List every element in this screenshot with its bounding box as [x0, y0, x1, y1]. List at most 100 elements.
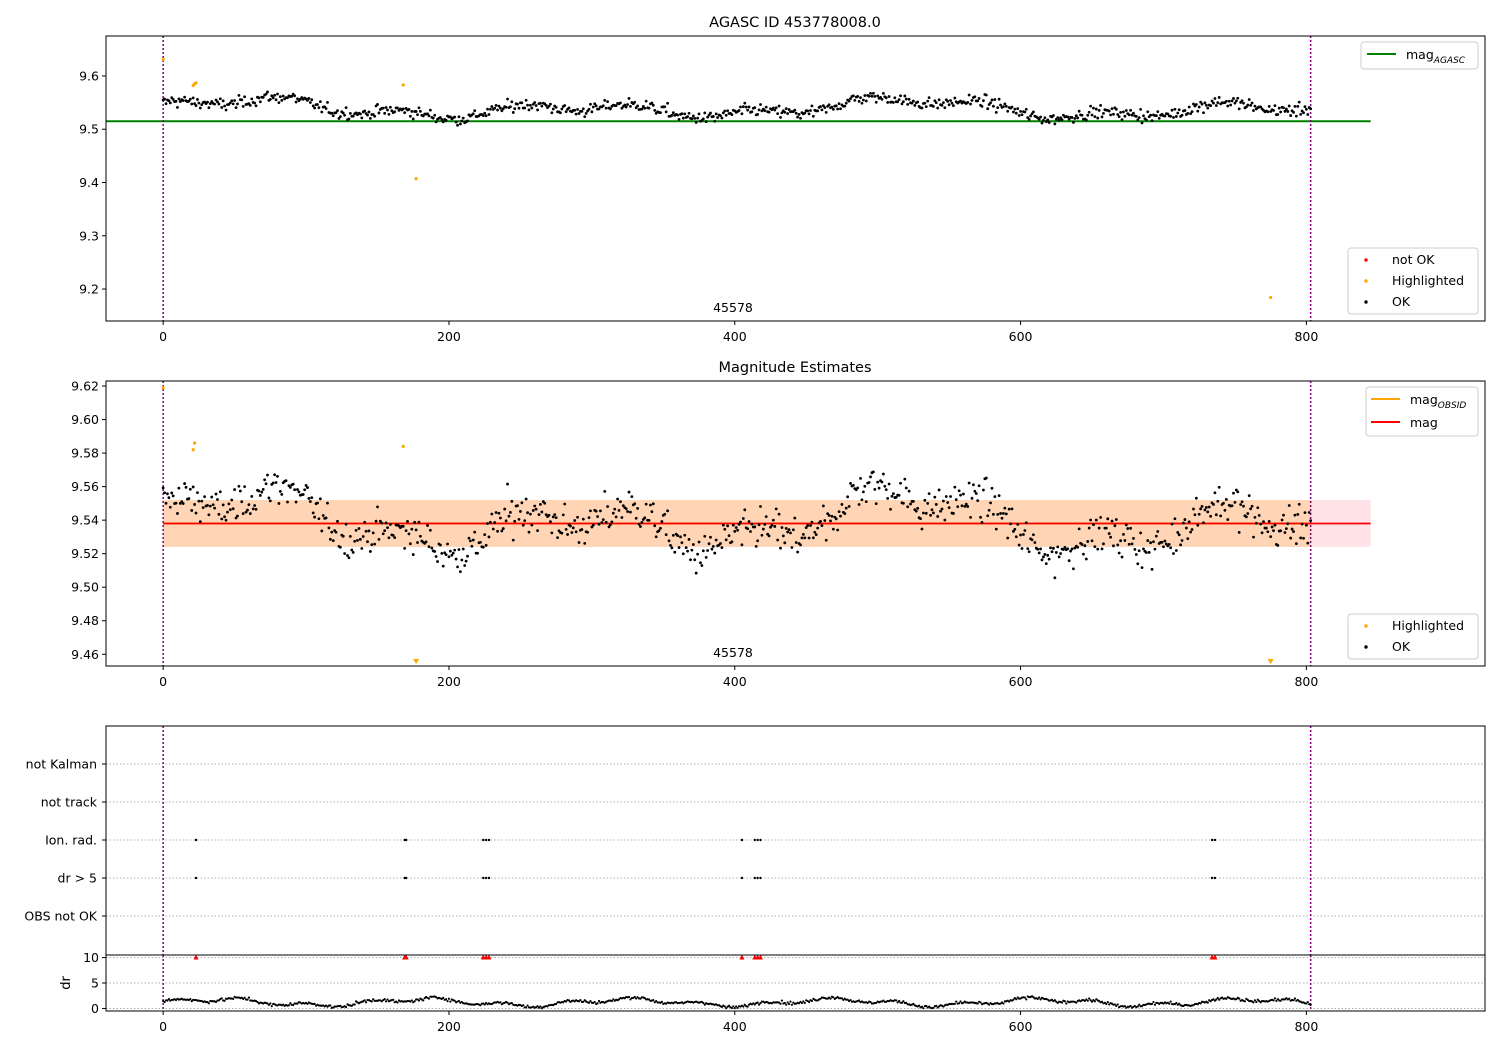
ok-point — [606, 505, 609, 508]
ok-point — [526, 511, 529, 515]
ok-point — [609, 523, 612, 527]
ok-point — [266, 473, 269, 477]
dr-point — [1065, 1002, 1068, 1005]
dr-point — [703, 1003, 706, 1006]
ok-point — [667, 539, 671, 543]
dr-point — [555, 1002, 558, 1006]
ok-point — [967, 481, 971, 485]
ok-point — [923, 498, 927, 502]
ok-point — [286, 500, 289, 504]
dr-point — [1138, 1003, 1141, 1006]
dr-point — [344, 1005, 348, 1009]
ok-point — [764, 105, 768, 109]
ok-point — [1016, 522, 1020, 526]
ok-point — [1232, 491, 1235, 495]
ok-point — [703, 534, 707, 538]
ok-point — [426, 112, 429, 116]
ok-point — [824, 538, 828, 542]
ok-point — [244, 510, 248, 514]
ok-point — [460, 119, 464, 123]
ok-point — [513, 107, 517, 111]
ok-point — [167, 496, 171, 500]
ok-point — [1193, 513, 1197, 517]
ok-point — [277, 101, 281, 105]
ok-point — [234, 106, 238, 110]
ok-point — [921, 511, 925, 515]
ok-point — [659, 526, 662, 530]
dr-point — [413, 1000, 416, 1003]
ok-point — [963, 504, 967, 508]
ok-point — [740, 112, 744, 116]
ok-point — [899, 94, 902, 98]
ok-point — [553, 513, 557, 517]
ok-point — [198, 520, 202, 523]
dr-point — [1105, 1002, 1108, 1006]
ok-point — [296, 488, 299, 491]
dr-point — [1288, 997, 1291, 1000]
dr-point — [269, 1002, 272, 1005]
y-tick-label: 9.54 — [71, 513, 99, 528]
ok-point — [709, 111, 712, 115]
ok-point — [847, 505, 851, 508]
ok-point — [819, 105, 822, 108]
ok-point — [164, 501, 168, 505]
ok-point — [261, 487, 265, 491]
flag-row-label: not track — [41, 795, 98, 810]
ok-point — [861, 490, 865, 494]
ok-point — [901, 501, 905, 505]
ok-point — [1122, 110, 1125, 114]
y-tick-label: 9.56 — [71, 479, 99, 494]
ok-point — [1054, 551, 1058, 554]
dr-axis-label: dr — [59, 976, 74, 990]
ok-point — [867, 481, 871, 484]
legend-mag-agasc-text: mag — [1406, 47, 1434, 62]
dr-point — [629, 998, 632, 1001]
dr-point — [372, 998, 375, 1001]
ok-point — [341, 111, 345, 115]
ok-point — [1199, 507, 1203, 511]
ok-point — [1139, 531, 1143, 535]
ok-point — [1240, 500, 1244, 504]
dr-point — [1106, 1001, 1109, 1004]
ok-point — [357, 527, 361, 530]
dr-point — [1206, 1001, 1209, 1004]
ok-point — [368, 116, 372, 120]
ok-point — [807, 112, 811, 116]
ok-point — [1112, 544, 1115, 548]
dr-point — [797, 1002, 801, 1005]
ok-point — [619, 500, 622, 504]
ok-point — [1196, 523, 1200, 527]
ok-point — [1067, 559, 1071, 563]
ok-point — [907, 489, 911, 493]
ok-point — [666, 101, 670, 105]
dr-point — [1243, 1000, 1247, 1003]
dr-point — [583, 999, 586, 1002]
panel1-obsid-label: 45578 — [713, 300, 753, 315]
ok-point — [291, 482, 295, 486]
ok-point — [504, 519, 508, 523]
ok-point — [664, 533, 668, 537]
dr-point — [846, 998, 849, 1001]
ok-point — [999, 103, 1002, 107]
ok-point — [586, 530, 589, 534]
ok-point — [254, 104, 258, 108]
ok-point — [524, 98, 528, 102]
ok-point — [726, 524, 730, 528]
ok-point — [1204, 506, 1208, 509]
dr-point — [410, 999, 413, 1002]
ok-point — [1276, 113, 1280, 116]
ok-point — [407, 108, 411, 111]
ok-point — [731, 523, 735, 527]
ok-point — [524, 497, 528, 501]
ok-point — [529, 103, 532, 107]
ok-point — [530, 523, 534, 527]
ok-point — [1250, 101, 1254, 105]
ok-point — [953, 96, 957, 100]
ok-point — [989, 501, 992, 505]
ok-point — [453, 115, 457, 119]
flag-point — [740, 876, 744, 880]
ok-point — [446, 542, 449, 546]
dr-point — [246, 998, 249, 1001]
dr-point — [163, 1000, 166, 1004]
